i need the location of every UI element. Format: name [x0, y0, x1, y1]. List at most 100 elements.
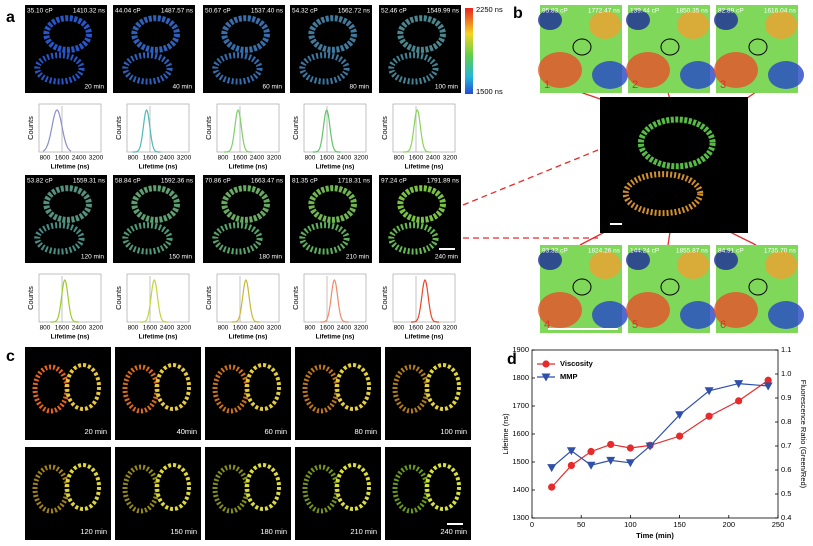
- histogram-xlabel: Lifetime (ns): [229, 334, 268, 341]
- histogram-tick: 2400: [426, 325, 441, 332]
- y-axis-label: Lifetime (ns): [501, 413, 510, 455]
- histogram-curve: [140, 278, 169, 323]
- time-label: 100 min: [440, 427, 467, 436]
- histogram-curve: [224, 108, 253, 153]
- viscosity-label: 93.32 cP: [542, 248, 568, 255]
- heat-blob: [538, 292, 582, 328]
- cell: [622, 171, 704, 217]
- histogram-tick: 3200: [354, 325, 369, 332]
- histogram-xlabel: Lifetime (ns): [51, 164, 90, 171]
- lifetime-label: 1549.99 ns: [427, 8, 460, 15]
- time-label: 210 min: [346, 254, 370, 261]
- marker: [704, 387, 714, 396]
- histogram-tick: 3200: [89, 325, 104, 332]
- histogram-tick: 3200: [354, 155, 369, 162]
- time-label: 40 min: [172, 84, 192, 91]
- marker: [705, 412, 713, 420]
- histogram-ylabel: Counts: [204, 286, 213, 310]
- panel-label: a: [6, 9, 15, 26]
- time-label: 60 min: [262, 84, 282, 91]
- cell: [299, 222, 350, 255]
- time-label: 210 min: [350, 527, 377, 536]
- cell: [245, 463, 281, 511]
- panel-label: d: [507, 351, 517, 368]
- marker: [586, 461, 596, 470]
- time-label: 150 min: [169, 254, 193, 261]
- legend-marker: [542, 360, 550, 368]
- lifetime-label: 1592.36 ns: [161, 178, 194, 185]
- x-tick-label: 200: [723, 520, 736, 529]
- heat-blob: [589, 11, 621, 39]
- histogram-tick: 2400: [337, 155, 352, 162]
- cell: [122, 222, 173, 255]
- heat-blob: [538, 10, 562, 30]
- time-label: 100 min: [435, 84, 459, 91]
- x-tick-label: 150: [673, 520, 686, 529]
- histogram-xlabel: Lifetime (ns): [316, 334, 355, 341]
- histogram-tick: 3200: [177, 325, 192, 332]
- histogram-tick: 1600: [320, 325, 335, 332]
- histogram-curve: [50, 278, 79, 323]
- cell: [131, 185, 180, 223]
- heat-blob: [768, 301, 804, 329]
- heat-blob: [680, 301, 716, 329]
- y-tick-label: 1500: [512, 457, 529, 466]
- heat-blob: [592, 301, 628, 329]
- time-label: 60 min: [264, 427, 287, 436]
- histogram-tick: 1600: [233, 155, 248, 162]
- histogram-tick: 2400: [426, 155, 441, 162]
- histogram-tick: 3200: [267, 325, 282, 332]
- histogram-curve: [42, 109, 72, 152]
- histogram-xlabel: Lifetime (ns): [316, 164, 355, 171]
- x-axis-label: Time (min): [636, 531, 674, 540]
- heat-blob: [765, 251, 797, 279]
- y-tick-label: 1800: [512, 373, 529, 382]
- cell: [308, 15, 357, 53]
- marker: [587, 447, 595, 456]
- time-label: 20 min: [84, 84, 104, 91]
- histogram-tick: 800: [40, 325, 51, 332]
- y2-tick-label: 1.1: [781, 345, 791, 354]
- cell: [425, 463, 461, 511]
- cell: [43, 185, 92, 223]
- histogram-frame: [303, 103, 367, 153]
- x-tick-label: 0: [530, 520, 534, 529]
- histogram-tick: 2400: [250, 325, 265, 332]
- histogram-tick: 2400: [160, 155, 175, 162]
- cell: [221, 15, 270, 53]
- histogram-curve: [312, 108, 341, 153]
- histogram-tick: 3200: [89, 155, 104, 162]
- histogram-frame: [126, 273, 190, 323]
- histogram-frame: [392, 103, 456, 153]
- time-label: 150 min: [170, 527, 197, 536]
- heat-blob: [538, 52, 582, 88]
- heat-blob: [626, 250, 650, 270]
- viscosity-label: 144.24 cP: [630, 248, 659, 255]
- histogram-tick: 800: [128, 155, 139, 162]
- lifetime-label: 1559.31 ns: [73, 178, 106, 185]
- viscosity-label: 70.86 cP: [205, 178, 231, 185]
- histogram-tick: 2400: [72, 155, 87, 162]
- marker: [734, 380, 744, 389]
- time-label: 240 min: [440, 527, 467, 536]
- histogram-tick: 3200: [267, 155, 282, 162]
- cell: [65, 363, 101, 411]
- roi: [572, 278, 592, 296]
- histogram-ylabel: Counts: [380, 116, 389, 140]
- viscosity-label: 81.35 cP: [292, 178, 318, 185]
- histogram-tick: 1600: [409, 155, 424, 162]
- histogram-xlabel: Lifetime (ns): [405, 334, 444, 341]
- legend-marker: [541, 373, 551, 382]
- marker: [547, 464, 557, 473]
- lifetime-label: 1772.47 ns: [588, 8, 621, 15]
- lifetime-label: 1850.35 ns: [676, 8, 709, 15]
- lifetime-label: 1855.87 ns: [676, 248, 709, 255]
- histogram-tick: 3200: [443, 155, 458, 162]
- cell: [212, 222, 263, 255]
- heat-blob: [768, 61, 804, 89]
- series-line: [551, 382, 769, 469]
- cell: [335, 463, 371, 511]
- marker: [676, 432, 684, 440]
- marker: [645, 442, 655, 451]
